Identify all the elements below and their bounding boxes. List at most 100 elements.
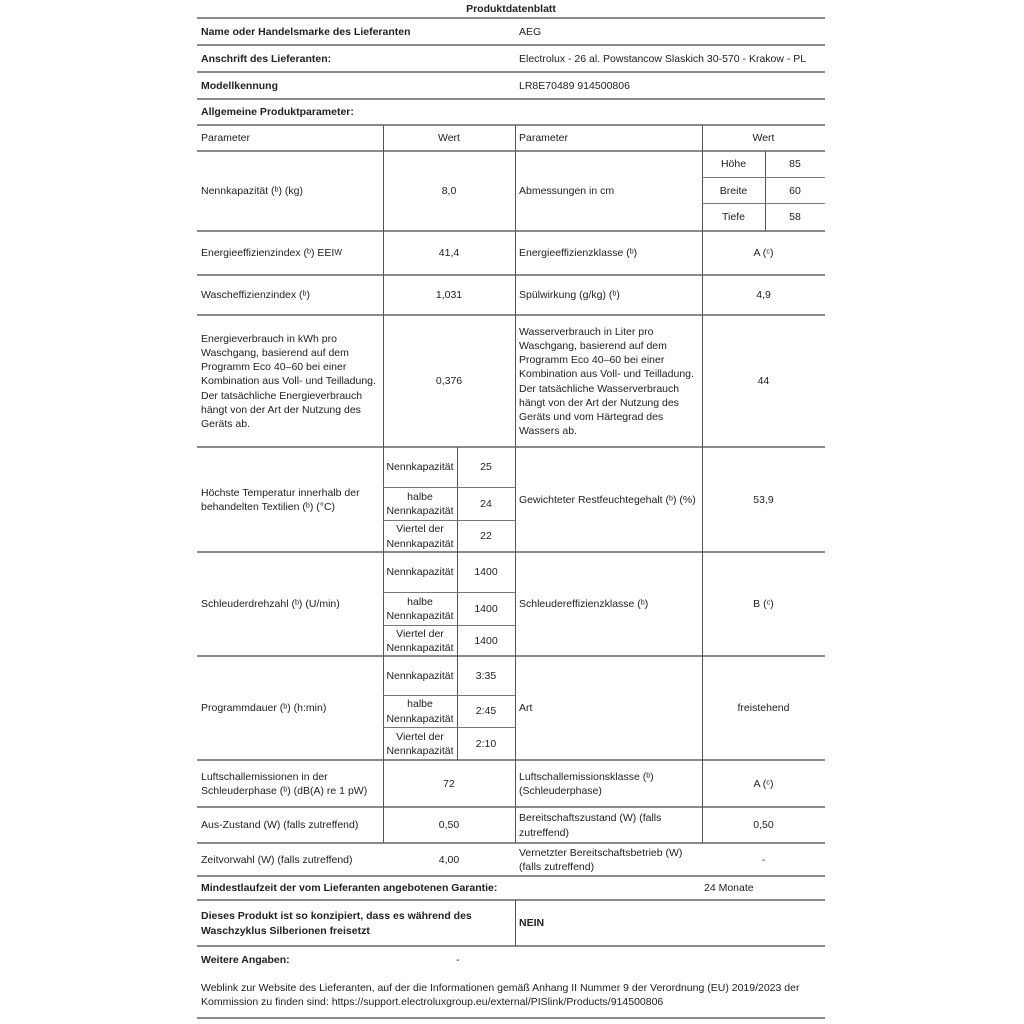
temp-sub-value: 25 [480,461,492,474]
header-parameter: Parameter [519,132,569,145]
divider [197,842,825,844]
temp-label: Höchste Temperatur innerhalb der behande… [201,486,360,513]
divider [765,151,766,231]
divider [383,487,515,488]
divider [383,520,515,521]
supplier-label: Name oder Handelsmarke des Lieferanten [201,25,411,38]
network-label: Vernetzter Bereitschaftsbetrieb (W) (fal… [519,846,683,873]
moisture-label: Gewichteter Restfeuchtegehalt (ᵇ) (%) [519,493,696,506]
duration-label: Programmdauer (ᵇ) (h:min) [201,702,327,715]
delay-value: 4,00 [438,853,460,866]
temp-sub-label: Nennkapazität [386,461,454,474]
temp-sub-label: halbe Nennkapazität [386,490,454,517]
dimensions-label: Abmessungen in cm [519,185,615,198]
divider [197,44,825,46]
duration-sub-value: 3:35 [475,669,497,682]
network-value: - [761,853,766,866]
spin-label: Schleuderdrehzahl (ᵇ) (U/min) [201,598,340,611]
spin-class-label: Schleudereffizienzklasse (ᵇ) [519,598,649,611]
header-value: Wert [438,132,460,145]
weblink-text: Weblink zur Website des Lieferanten, auf… [201,981,800,1008]
warranty-value: 24 Monate [704,882,754,895]
divider [197,806,825,808]
energy-class-label: Energieeffizienzklasse (ᵇ) [519,247,638,260]
width-value: 60 [789,184,801,197]
divider [383,125,384,843]
spin-sub-label: Viertel der Nennkapazität [386,627,454,654]
divider [702,125,703,843]
warranty-label: Mindestlaufzeit der vom Lieferanten ange… [201,882,498,895]
divider [197,446,825,448]
divider [702,203,825,204]
divider [515,900,516,946]
spin-sub-label: halbe Nennkapazität [386,595,454,622]
header-value: Wert [752,132,775,145]
silver-value: NEIN [519,917,545,930]
height-value: 85 [789,157,801,170]
further-label: Weitere Angaben: [201,953,290,966]
capacity-label: Nennkapazität (ᵇ) (kg) [201,185,304,198]
divider [197,551,825,553]
water-label: Wasserverbrauch in Liter pro Waschgang, … [519,325,694,438]
noise-class-value: A (ᶜ) [753,777,774,790]
duration-sub-label: Nennkapazität [386,669,454,682]
duration-sub-label: Viertel der Nennkapazität [386,730,454,757]
type-label: Art [519,702,533,715]
eei-subscript: W [334,248,342,258]
spin-sub-value: 1400 [474,634,498,647]
divider [197,875,825,877]
temp-sub-label: Viertel der Nennkapazität [386,523,454,550]
divider [383,727,515,728]
depth-value: 58 [789,210,801,223]
rinse-label: Spülwirkung (g/kg) (ᵇ) [519,289,620,302]
energy-label: Energieverbrauch in kWh pro Waschgang, b… [201,332,376,430]
header-parameter: Parameter [201,132,251,145]
energy-class-value: A (ᶜ) [753,247,774,260]
delay-label: Zeitvorwahl (W) (falls zutreffend) [201,853,353,866]
divider [197,899,825,901]
spin-sub-value: 1400 [474,566,498,579]
address-value: Electrolux - 26 al. Powstancow Slaskich … [519,52,807,65]
noise-label: Luftschallemissionen in der Schleuderpha… [201,770,368,797]
wash-index-label: Wascheffizienzindex (ᵇ) [201,289,311,302]
divider [197,314,825,316]
spin-sub-value: 1400 [474,602,498,615]
off-label: Aus-Zustand (W) (falls zutreffend) [201,819,359,832]
noise-value: 72 [443,777,455,790]
further-value: - [456,953,460,966]
standby-value: 0,50 [753,819,774,832]
silver-label: Dieses Produkt ist so konzipiert, dass e… [201,910,472,937]
page-title: Produktdatenblatt [466,2,556,15]
capacity-value: 8,0 [441,185,457,198]
divider [197,150,825,152]
duration-sub-value: 2:45 [475,705,497,718]
divider [197,98,825,100]
divider [197,71,825,73]
temp-sub-value: 24 [480,497,492,510]
general-heading: Allgemeine Produktparameter: [201,106,354,119]
divider [515,125,516,843]
type-value: freistehend [737,702,790,715]
temp-sub-value: 22 [480,530,492,543]
spin-sub-label: Nennkapazität [386,566,454,579]
divider [383,695,515,696]
divider [197,17,825,19]
moisture-value: 53,9 [753,493,774,506]
divider [197,274,825,276]
water-value: 44 [757,375,770,388]
eei-label: Energieeffizienzindex (ᵇ) EEI W [197,232,383,275]
divider [197,759,825,761]
rinse-value: 4,9 [756,289,771,302]
divider [197,655,825,657]
depth-label: Tiefe [722,210,745,223]
spin-class-value: B (ᶜ) [753,598,774,611]
address-label: Anschrift des Lieferanten: [201,52,332,65]
duration-sub-value: 2:10 [475,737,497,750]
eei-value: 41,4 [438,247,460,260]
model-label: Modellkennung [201,79,278,92]
divider [197,945,825,947]
energy-value: 0,376 [435,375,463,388]
off-value: 0,50 [438,819,460,832]
model-value: LR8E70489 914500806 [519,79,630,92]
divider [197,1017,825,1019]
